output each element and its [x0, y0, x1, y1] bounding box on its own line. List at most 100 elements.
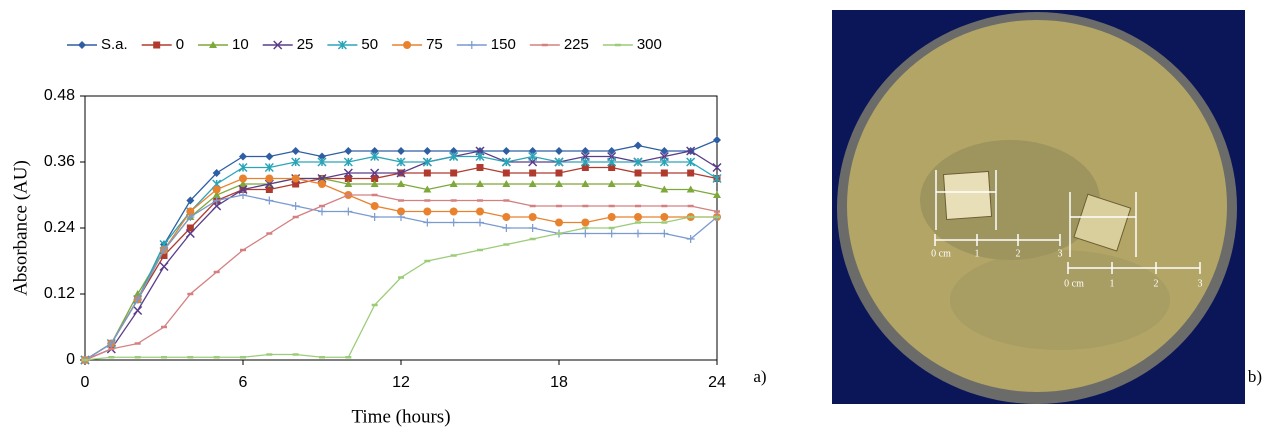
marker: [528, 180, 537, 187]
marker: [634, 229, 642, 238]
marker: [423, 185, 432, 193]
marker: [153, 41, 161, 49]
marker: [185, 228, 195, 239]
x-tick-label: 0: [81, 374, 90, 391]
marker: [476, 218, 484, 227]
scale-label: 0 cm: [1064, 278, 1084, 289]
marker: [337, 40, 347, 50]
marker: [634, 180, 642, 187]
marker: [422, 157, 432, 167]
marker: [528, 147, 537, 155]
marker: [403, 41, 412, 49]
marker: [370, 213, 379, 221]
marker: [212, 196, 221, 205]
marker: [581, 218, 590, 227]
marker: [318, 152, 326, 161]
marker: [607, 157, 617, 167]
marker: [423, 147, 432, 155]
marker: [633, 157, 643, 167]
marker: [449, 147, 458, 155]
marker: [239, 180, 247, 187]
y-tick-label: 0.48: [44, 87, 75, 104]
marker: [501, 157, 511, 167]
marker: [449, 207, 458, 216]
marker: [291, 202, 300, 210]
legend-label: 0: [176, 36, 184, 53]
marker: [186, 224, 194, 232]
marker: [344, 175, 352, 182]
marker: [317, 157, 327, 167]
x-axis-title: Time (hours): [351, 406, 450, 427]
scale-label: 3: [1198, 278, 1203, 289]
marker: [502, 213, 511, 221]
marker: [397, 180, 405, 187]
marker: [343, 157, 353, 167]
marker: [344, 147, 353, 155]
marker: [292, 180, 300, 188]
marker: [273, 40, 283, 50]
legend-label: 225: [564, 36, 589, 53]
marker: [581, 180, 590, 187]
marker: [159, 261, 169, 272]
marker: [634, 213, 642, 221]
marker: [344, 207, 353, 216]
y-tick-label: 0.24: [44, 219, 75, 236]
marker: [291, 157, 301, 167]
scale-label: 0 cm: [931, 248, 951, 259]
marker: [634, 169, 642, 177]
marker: [450, 169, 458, 177]
marker: [712, 162, 722, 173]
marker: [397, 213, 405, 221]
marker: [502, 147, 511, 155]
marker: [607, 147, 616, 155]
marker: [370, 180, 379, 187]
marker: [713, 191, 721, 198]
marker: [186, 213, 195, 221]
marker: [555, 180, 563, 187]
marker: [686, 157, 696, 167]
legend-label: 75: [426, 36, 443, 53]
marker: [687, 169, 695, 177]
marker: [686, 185, 695, 193]
marker: [502, 169, 510, 177]
marker: [265, 152, 274, 161]
marker: [423, 169, 431, 177]
scale-label: 3: [1058, 248, 1063, 259]
marker: [581, 229, 590, 238]
marker: [713, 136, 721, 144]
marker: [239, 191, 247, 199]
marker: [264, 162, 274, 173]
marker: [475, 151, 485, 162]
marker: [209, 41, 218, 48]
marker: [186, 196, 195, 205]
marker: [265, 196, 274, 205]
marker: [449, 180, 458, 187]
marker: [580, 157, 590, 167]
marker: [212, 191, 221, 198]
marker: [133, 295, 142, 304]
marker: [607, 180, 616, 187]
marker: [423, 207, 432, 216]
scale-label: 1: [975, 248, 980, 259]
marker: [318, 180, 326, 188]
marker: [370, 168, 380, 178]
legend-label: 10: [232, 36, 249, 53]
marker: [344, 180, 353, 187]
marker: [212, 201, 222, 211]
marker: [370, 151, 380, 162]
legend-label: S.a.: [101, 36, 128, 53]
x-tick-label: 18: [550, 374, 568, 391]
marker: [423, 218, 432, 227]
marker: [660, 185, 669, 193]
marker: [78, 41, 86, 49]
marker: [476, 164, 484, 171]
marker: [660, 213, 669, 221]
marker: [291, 147, 300, 155]
marker: [555, 218, 563, 227]
marker: [581, 147, 590, 155]
scale-label: 1: [1110, 278, 1115, 289]
legend-label: 150: [491, 36, 516, 53]
x-tick-label: 6: [239, 374, 248, 391]
marker: [370, 147, 379, 155]
